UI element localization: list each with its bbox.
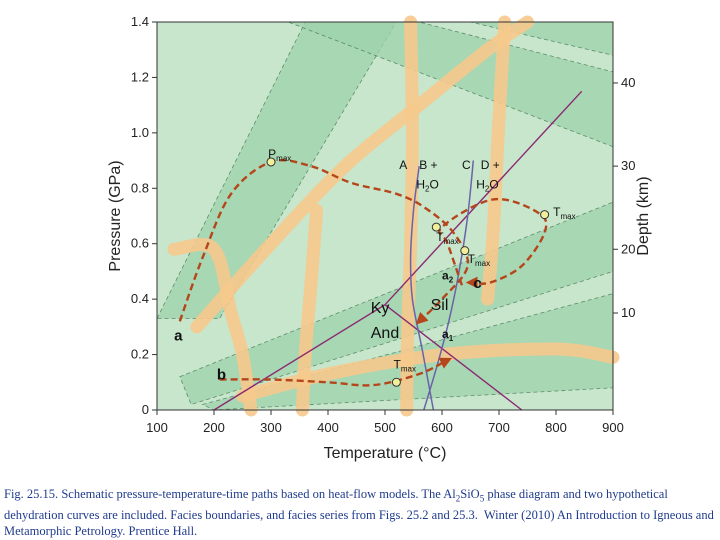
annotation-label: a2 bbox=[442, 269, 454, 285]
annotation-label: And bbox=[371, 325, 399, 342]
caption-text-1: Schematic pressure-temperature-time path… bbox=[58, 487, 456, 501]
annotation-label: H2O bbox=[476, 177, 498, 193]
phase-boundary-ky-and bbox=[213, 304, 386, 411]
path-label-a: a bbox=[174, 328, 183, 345]
annotation-label: Pmax bbox=[268, 147, 291, 163]
axes: 100 200 300 400 500 600 700 800 900 0 0.2 0.4 0.6 0.8… bbox=[107, 14, 652, 462]
y2-tick-label: 10 bbox=[621, 305, 635, 320]
caption-fig-label: Fig. 25.15. bbox=[4, 487, 59, 501]
y-tick-label: 0.4 bbox=[131, 291, 149, 306]
x-axis-label: Temperature (°C) bbox=[324, 445, 447, 462]
y-tick-label: 0.6 bbox=[131, 236, 149, 251]
y2-tick-label: 20 bbox=[621, 241, 635, 256]
caption-text-3: phase diagram and two hypothetical dehyd… bbox=[4, 487, 717, 538]
annotation-label: Ky bbox=[371, 300, 390, 317]
facies-series-ribbon bbox=[190, 15, 534, 334]
x-tick-label: 700 bbox=[488, 420, 510, 435]
x-tick-label: 400 bbox=[317, 420, 339, 435]
pt-path-diagram: a b c Pmax Tmax Tmax Tmax Tmax a2 a1 Ky Sil And A B +… bbox=[107, 14, 652, 462]
x-tick-label: 200 bbox=[203, 420, 225, 435]
x-tick-label: 900 bbox=[602, 420, 624, 435]
y-tick-label: 1.4 bbox=[131, 14, 149, 29]
y-axis-label: Pressure (GPa) bbox=[107, 160, 124, 271]
extremum-marker bbox=[540, 210, 550, 220]
caption-sub-2: 5 bbox=[479, 493, 485, 504]
y-tick-label: 0 bbox=[142, 402, 149, 417]
pt-path-a bbox=[178, 158, 470, 325]
phase-boundary-and-sil bbox=[384, 304, 523, 411]
y-tick-label: 1.2 bbox=[131, 69, 149, 84]
annotation-label: C bbox=[462, 158, 471, 172]
curve-layer bbox=[213, 90, 583, 411]
pt-path-b bbox=[219, 357, 453, 387]
extremum-marker bbox=[460, 246, 470, 256]
caption-sub-1: 2 bbox=[455, 493, 461, 504]
facies-series-ribbon bbox=[167, 238, 258, 417]
facies-series-ribbon bbox=[481, 15, 512, 306]
annotation-label: H2O bbox=[416, 177, 438, 193]
annotation-label: Tmax bbox=[553, 205, 575, 221]
extremum-marker bbox=[391, 377, 401, 387]
annotation-label: Tmax bbox=[436, 230, 458, 246]
y2-tick-label: 40 bbox=[621, 75, 635, 90]
path-label-b: b bbox=[217, 367, 226, 384]
extremum-marker bbox=[431, 222, 441, 232]
annotation-label: A bbox=[399, 158, 407, 172]
annotation-layer: Pmax Tmax Tmax Tmax Tmax a2 a1 Ky Sil And A B + H2O C… bbox=[268, 147, 575, 374]
x-tick-label: 500 bbox=[374, 420, 396, 435]
pt-paths: a b c bbox=[174, 157, 550, 387]
phase-boundary-ky-sil bbox=[384, 90, 583, 306]
y-tick-label: 0.2 bbox=[131, 347, 149, 362]
x-tick-label: 800 bbox=[545, 420, 567, 435]
facies-series-ribbon bbox=[400, 15, 419, 417]
path-label-c: c bbox=[473, 275, 481, 292]
y2-axis-label: Depth (km) bbox=[635, 176, 652, 255]
annotation-label: Tmax bbox=[394, 357, 416, 373]
x-tick-label: 600 bbox=[431, 420, 453, 435]
dehydration-curve-a bbox=[409, 166, 435, 411]
x-tick-label: 300 bbox=[260, 420, 282, 435]
extremum-marker bbox=[266, 157, 276, 167]
annotation-label: Tmax bbox=[468, 252, 490, 268]
caption-text-2: SiO bbox=[460, 487, 480, 501]
y-tick-label: 1.0 bbox=[131, 125, 149, 140]
dehydration-curve-c bbox=[423, 160, 475, 411]
annotation-label: D + bbox=[481, 158, 500, 172]
figure-caption: Fig. 25.15. Schematic pressure-temperatu… bbox=[4, 486, 716, 539]
annotation-label: a1 bbox=[442, 327, 454, 343]
y2-tick-label: 30 bbox=[621, 158, 635, 173]
x-tick-label: 100 bbox=[146, 420, 168, 435]
annotation-label: B + bbox=[419, 158, 437, 172]
annotation-label: Sil bbox=[431, 297, 449, 314]
y-tick-label: 0.8 bbox=[131, 180, 149, 195]
pt-path-c bbox=[438, 197, 548, 289]
